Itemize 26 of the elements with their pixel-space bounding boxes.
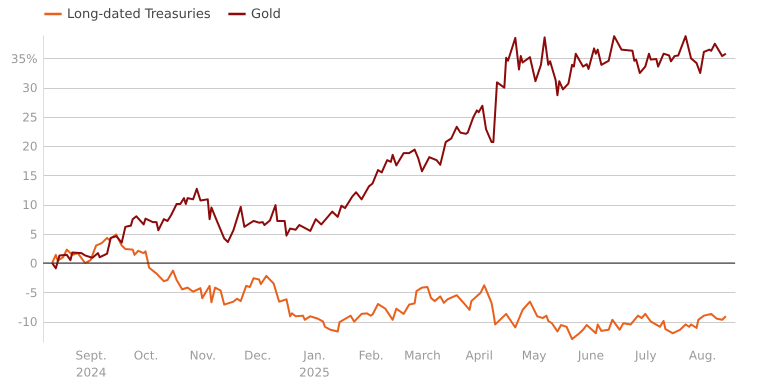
y-tick-label: 5 bbox=[30, 227, 38, 242]
y-tick-label: 30 bbox=[22, 81, 38, 96]
x-tick-label: Dec. bbox=[244, 348, 272, 362]
x-tick-label: Sept. 2024 bbox=[76, 348, 107, 380]
x-tick-label: Oct. bbox=[134, 348, 158, 362]
x-tick-label: March bbox=[404, 348, 441, 362]
y-tick-label: 35% bbox=[10, 52, 38, 66]
y-tick-label: -5 bbox=[26, 286, 38, 300]
x-tick-label: July bbox=[634, 348, 657, 362]
x-tick-label: Nov. bbox=[190, 348, 216, 362]
y-tick-label: 0 bbox=[30, 256, 38, 271]
line-series bbox=[51, 35, 727, 270]
legend-label: Gold bbox=[251, 7, 281, 22]
x-tick-label: May bbox=[522, 348, 547, 362]
line-series bbox=[51, 233, 727, 340]
y-tick-label: 10 bbox=[22, 198, 38, 212]
x-tick-label: June bbox=[576, 348, 604, 362]
x-tick-label: Jan. 2025 bbox=[299, 348, 330, 380]
x-tick-label: Feb. bbox=[358, 348, 384, 362]
y-tick-label: 20 bbox=[22, 140, 38, 154]
y-tick-label: 25 bbox=[22, 110, 38, 124]
x-tick-label: Aug. bbox=[688, 348, 716, 362]
legend-label: Long-dated Treasuries bbox=[67, 7, 211, 22]
x-tick-label: April bbox=[465, 348, 493, 362]
y-tick-label: 15 bbox=[22, 168, 38, 183]
y-tick-label: -10 bbox=[18, 315, 38, 330]
